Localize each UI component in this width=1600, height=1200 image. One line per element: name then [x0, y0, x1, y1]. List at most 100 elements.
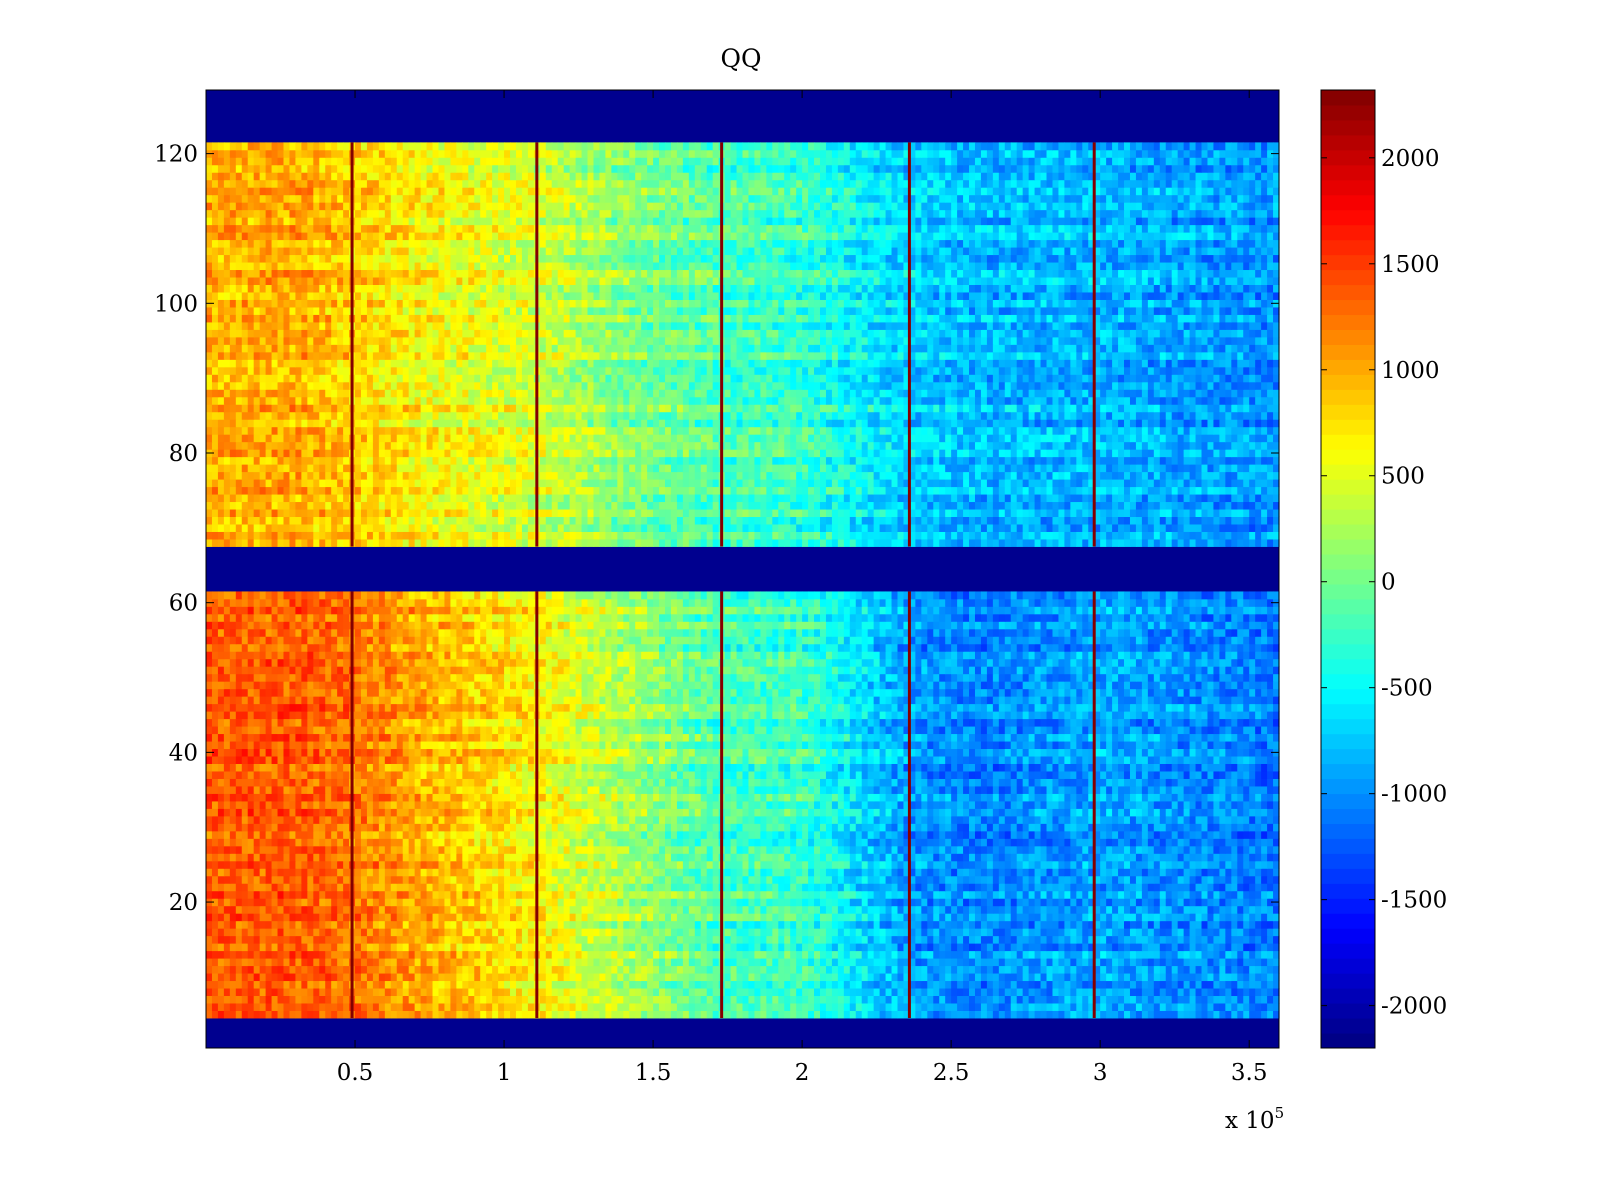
- heatmap-cell: [1130, 1011, 1137, 1019]
- heatmap-cell: [236, 1011, 243, 1019]
- heatmap-cell: [838, 958, 845, 966]
- heatmap-cell: [1196, 1011, 1203, 1019]
- heatmap-cell: [1213, 988, 1220, 996]
- heatmap-cell: [1029, 981, 1036, 989]
- heatmap-cell: [975, 958, 982, 966]
- heatmap-cell: [492, 928, 499, 936]
- heatmap-cell: [617, 928, 624, 936]
- heatmap-cell: [319, 958, 326, 966]
- heatmap-cell: [725, 988, 732, 996]
- heatmap-cell: [856, 966, 863, 974]
- heatmap-cell: [778, 966, 785, 974]
- heatmap-cell: [653, 996, 660, 1004]
- heatmap-cell: [754, 958, 761, 966]
- heatmap-cell: [504, 1003, 511, 1011]
- heatmap-cell: [743, 958, 750, 966]
- heatmap-cell: [397, 996, 404, 1004]
- heatmap-cell: [820, 936, 827, 944]
- heatmap-cell: [1225, 958, 1232, 966]
- heatmap-cell: [337, 936, 344, 944]
- heatmap-cell: [868, 1003, 875, 1011]
- heatmap-cell: [343, 928, 350, 936]
- heatmap-cell: [1047, 973, 1054, 981]
- heatmap-cell: [915, 1003, 922, 1011]
- heatmap-cell: [582, 981, 589, 989]
- heatmap-cell: [897, 973, 904, 981]
- heatmap-cell: [278, 981, 285, 989]
- heatmap-cell: [1231, 936, 1238, 944]
- heatmap-cell: [1190, 988, 1197, 996]
- heatmap-cell: [1052, 966, 1059, 974]
- heatmap-cell: [325, 981, 332, 989]
- heatmap-cell: [289, 936, 296, 944]
- heatmap-cell: [1112, 973, 1119, 981]
- heatmap-cell: [593, 988, 600, 996]
- heatmap-cell: [1148, 966, 1155, 974]
- heatmap-cell: [391, 958, 398, 966]
- heatmap-cell: [915, 943, 922, 951]
- heatmap-cell: [599, 988, 606, 996]
- heatmap-cell: [361, 966, 368, 974]
- heatmap-cell: [677, 996, 684, 1004]
- heatmap-cell: [295, 981, 302, 989]
- heatmap-cell: [1124, 1003, 1131, 1011]
- heatmap-cell: [737, 936, 744, 944]
- heatmap-cell: [629, 996, 636, 1004]
- heatmap-cell: [880, 951, 887, 959]
- heatmap-cell: [283, 973, 290, 981]
- heatmap-cell: [605, 966, 612, 974]
- heatmap-cell: [743, 996, 750, 1004]
- heatmap-cell: [659, 943, 666, 951]
- heatmap-cell: [999, 958, 1006, 966]
- heatmap-cell: [772, 981, 779, 989]
- heatmap-cell: [701, 943, 708, 951]
- heatmap-cell: [886, 981, 893, 989]
- heatmap-cell: [868, 973, 875, 981]
- heatmap-cell: [1154, 996, 1161, 1004]
- heatmap-cell: [301, 996, 308, 1004]
- heatmap-cell: [939, 943, 946, 951]
- heatmap-cell: [295, 928, 302, 936]
- heatmap-cell: [1219, 966, 1226, 974]
- heatmap-cell: [409, 951, 416, 959]
- heatmap-cell: [939, 996, 946, 1004]
- heatmap-cell: [975, 966, 982, 974]
- heatmap-cell: [373, 951, 380, 959]
- heatmap-cell: [838, 981, 845, 989]
- heatmap-cell: [266, 996, 273, 1004]
- heatmap-cell: [307, 973, 314, 981]
- heatmap-cell: [546, 1003, 553, 1011]
- heatmap-cell: [1064, 943, 1071, 951]
- heatmap-cell: [355, 973, 362, 981]
- heatmap-cell: [1130, 988, 1137, 996]
- heatmap-cell: [987, 996, 994, 1004]
- heatmap-cell: [707, 996, 714, 1004]
- heatmap-cell: [540, 988, 547, 996]
- heatmap-cell: [784, 1003, 791, 1011]
- heatmap-cell: [677, 966, 684, 974]
- heatmap-cell: [832, 981, 839, 989]
- heatmap-cell: [617, 973, 624, 981]
- heatmap-cell: [868, 958, 875, 966]
- heatmap-cell: [1225, 996, 1232, 1004]
- heatmap-cell: [695, 936, 702, 944]
- heatmap-cell: [802, 966, 809, 974]
- heatmap-cell: [1058, 943, 1065, 951]
- heatmap-cell: [599, 928, 606, 936]
- heatmap-cell: [1243, 996, 1250, 1004]
- heatmap-cell: [540, 951, 547, 959]
- heatmap-cell: [987, 958, 994, 966]
- heatmap-cell: [874, 951, 881, 959]
- heatmap-cell: [683, 1011, 690, 1019]
- heatmap-cell: [993, 996, 1000, 1004]
- heatmap-cell: [570, 951, 577, 959]
- heatmap-cell: [289, 988, 296, 996]
- heatmap-cell: [760, 1011, 767, 1019]
- heatmap-cell: [260, 958, 267, 966]
- heatmap-cell: [331, 996, 338, 1004]
- heatmap-cell: [975, 936, 982, 944]
- heatmap-cell: [397, 1003, 404, 1011]
- heatmap-cell: [1100, 936, 1107, 944]
- heatmap-cell: [862, 943, 869, 951]
- heatmap-cell: [486, 996, 493, 1004]
